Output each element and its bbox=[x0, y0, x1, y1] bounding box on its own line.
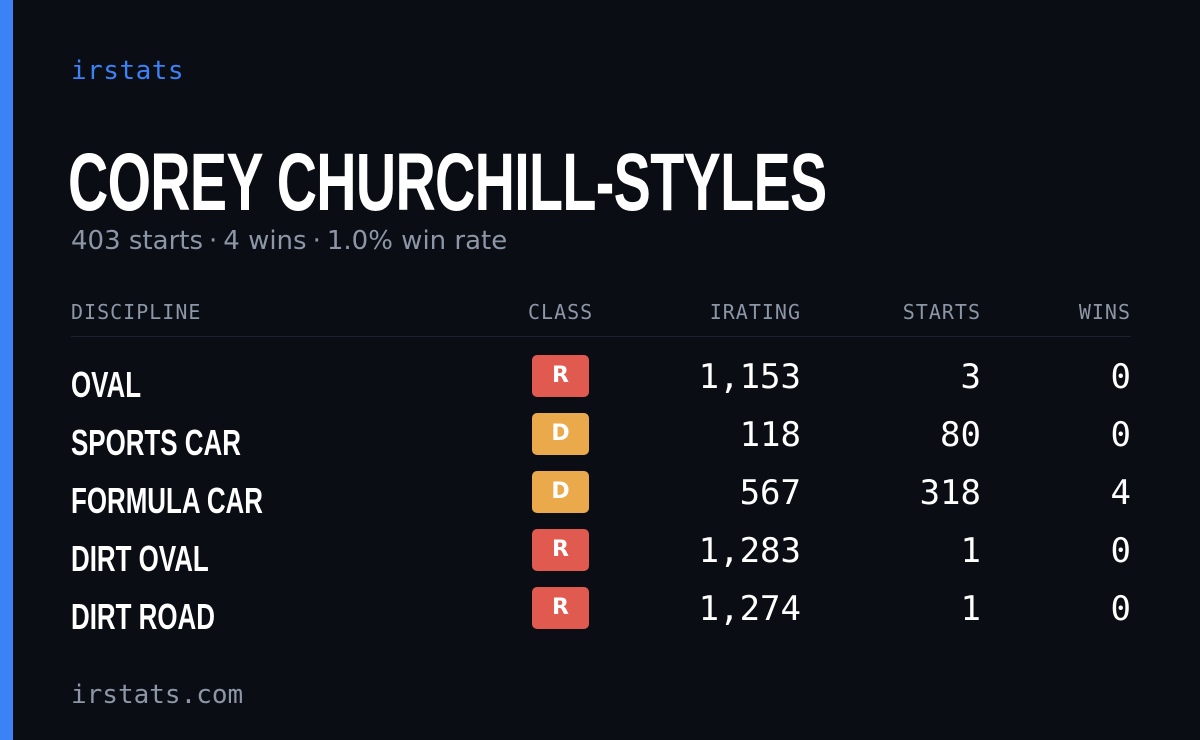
table-row: FORMULA CAR D 567 318 4 bbox=[71, 469, 1131, 527]
irating-value: 567 bbox=[739, 473, 801, 513]
table-row: DIRT ROAD R 1,274 1 0 bbox=[71, 585, 1131, 643]
accent-bar bbox=[0, 0, 13, 740]
irating-value: 1,283 bbox=[698, 531, 801, 571]
table-row: SPORTS CAR D 118 80 0 bbox=[71, 411, 1131, 469]
table-row: OVAL R 1,153 3 0 bbox=[71, 353, 1131, 411]
table-body: OVAL R 1,153 3 0 SPORTS CAR D 118 80 0 F… bbox=[71, 353, 1131, 643]
wins-value: 0 bbox=[1110, 589, 1131, 629]
header-class: CLASS bbox=[528, 300, 594, 324]
class-badge: D bbox=[532, 413, 589, 455]
class-badge: R bbox=[532, 529, 589, 571]
driver-summary: 403 starts · 4 wins · 1.0% win rate bbox=[71, 226, 507, 256]
discipline-name: DIRT ROAD bbox=[71, 596, 215, 637]
starts-summary: 403 starts bbox=[71, 226, 203, 256]
footer-url: irstats.com bbox=[71, 680, 244, 710]
wins-value: 0 bbox=[1110, 415, 1131, 455]
discipline-name: SPORTS CAR bbox=[71, 422, 241, 463]
starts-value: 1 bbox=[960, 589, 981, 629]
discipline-name: OVAL bbox=[71, 364, 142, 405]
discipline-table: DISCIPLINE CLASS IRATING STARTS WINS OVA… bbox=[71, 296, 1131, 643]
irating-value: 118 bbox=[739, 415, 801, 455]
wins-summary: 4 wins bbox=[223, 226, 307, 256]
table-header: DISCIPLINE CLASS IRATING STARTS WINS bbox=[71, 296, 1131, 337]
driver-name: COREY CHURCHILL-STYLES bbox=[68, 137, 827, 228]
class-badge: R bbox=[532, 587, 589, 629]
starts-value: 318 bbox=[919, 473, 981, 513]
starts-value: 80 bbox=[940, 415, 981, 455]
summary-separator: · bbox=[312, 226, 321, 256]
discipline-name: DIRT OVAL bbox=[71, 538, 209, 579]
wins-value: 0 bbox=[1110, 531, 1131, 571]
class-badge: D bbox=[532, 471, 589, 513]
win-rate-summary: 1.0% win rate bbox=[326, 226, 508, 256]
wins-value: 4 bbox=[1110, 473, 1131, 513]
starts-value: 3 bbox=[960, 357, 981, 397]
wins-value: 0 bbox=[1110, 357, 1131, 397]
class-badge: R bbox=[532, 355, 589, 397]
header-wins: WINS bbox=[1078, 300, 1131, 324]
discipline-name: FORMULA CAR bbox=[71, 480, 263, 521]
irating-value: 1,274 bbox=[698, 589, 801, 629]
header-discipline: DISCIPLINE bbox=[71, 300, 202, 324]
starts-value: 1 bbox=[960, 531, 981, 571]
irating-value: 1,153 bbox=[698, 357, 801, 397]
summary-separator: · bbox=[209, 226, 218, 256]
header-irating: IRATING bbox=[709, 300, 801, 324]
header-starts: STARTS bbox=[902, 300, 981, 324]
brand-logo-text: irstats bbox=[71, 56, 185, 86]
table-row: DIRT OVAL R 1,283 1 0 bbox=[71, 527, 1131, 585]
